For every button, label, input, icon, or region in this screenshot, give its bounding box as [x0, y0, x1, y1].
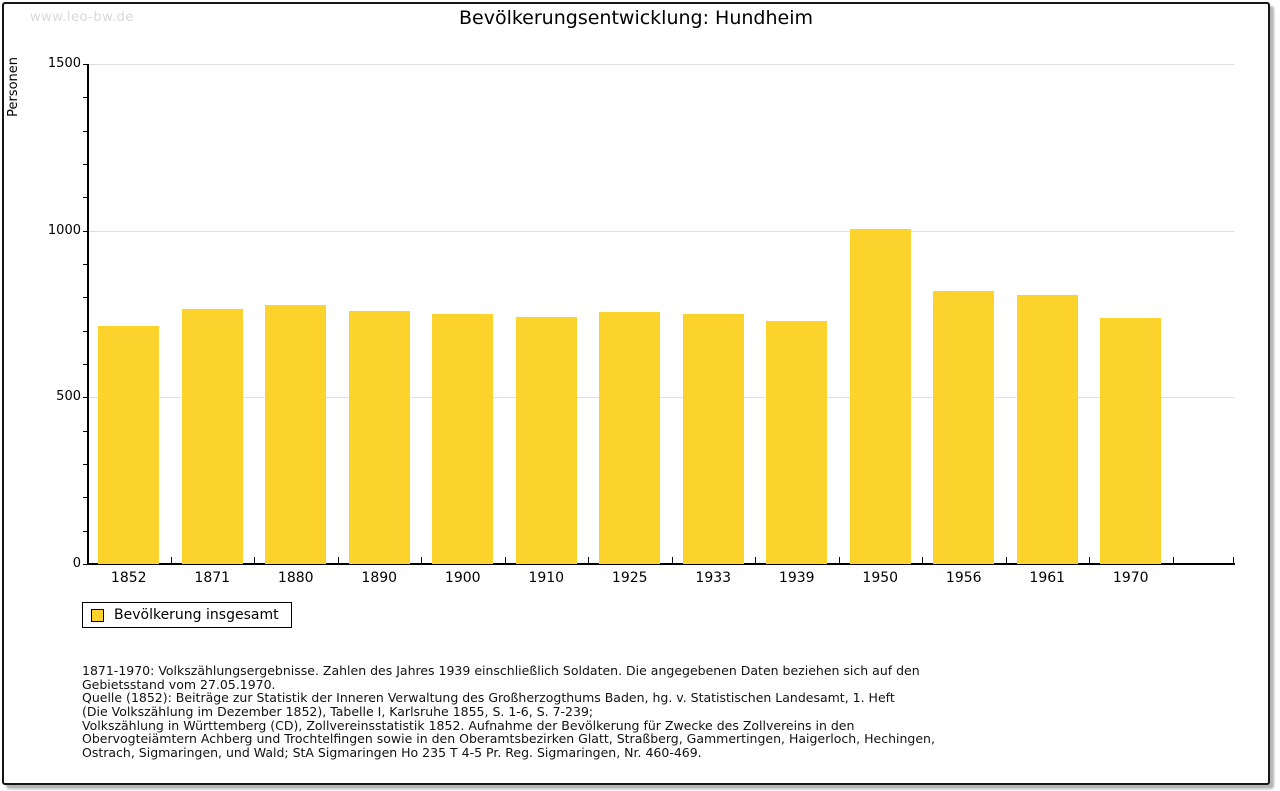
footnote-lines: 1871-1970: Volkszählungsergebnisse. Zahl…	[82, 664, 935, 759]
x-tick-9	[838, 557, 840, 564]
y-axis-label: Personen	[6, 57, 21, 117]
x-tick-10	[922, 557, 923, 564]
x-tick-6	[588, 557, 589, 564]
y-tick-1300	[83, 130, 89, 132]
footnote-line-7: Ostrach, Sigmaringen, und Wald; StA Sigm…	[82, 744, 702, 760]
y-tick-800	[83, 297, 89, 299]
y-tick-1200	[83, 164, 89, 165]
footnote-line-5: Volkszählung in Württemberg (CD), Zollve…	[82, 717, 855, 733]
y-tick-label-0: 0	[72, 556, 81, 571]
x-tick-end	[1233, 557, 1234, 564]
bar-1910	[515, 317, 577, 564]
legend: Bevölkerung insgesamt	[82, 602, 292, 628]
x-tick-label-1880: 1880	[277, 570, 314, 586]
gridline-1500	[89, 64, 1234, 65]
x-tick-label-1900: 1900	[444, 570, 481, 586]
bar-1871	[181, 309, 243, 564]
x-tick-13	[1172, 557, 1174, 564]
gridline-500	[89, 397, 1234, 399]
x-tick-label-1956: 1956	[945, 570, 982, 586]
x-tick-label-1910: 1910	[528, 570, 565, 586]
footnote-line-4: (Die Volkszählung im Dezember 1852), Tab…	[82, 703, 594, 719]
x-tick-8	[755, 557, 756, 564]
footnote-line-6: Obervogteiämtern Achberg und Trochtelfin…	[82, 731, 935, 747]
x-tick-label-1890: 1890	[361, 570, 398, 586]
bar-1933	[682, 314, 744, 564]
x-tick-1	[170, 557, 172, 564]
y-tick-1000	[83, 230, 89, 232]
y-tick-900	[83, 264, 89, 265]
chart-title: Bevölkerungsentwicklung: Hundheim	[458, 7, 813, 29]
y-tick-300	[83, 464, 89, 465]
x-tick-5	[504, 557, 506, 564]
y-axis-line	[87, 64, 89, 565]
x-tick-label-1871: 1871	[194, 570, 231, 586]
footnote-line-3: Quelle (1852): Beiträge zur Statistik de…	[82, 690, 895, 706]
bar-1961	[1016, 295, 1078, 564]
y-tick-500	[83, 397, 89, 399]
y-tick-600	[83, 364, 89, 365]
y-tick-0	[83, 564, 89, 565]
y-tick-400	[83, 430, 89, 432]
watermark: www.leo-bw.de	[30, 10, 134, 25]
bar-1970	[1100, 318, 1162, 564]
footnotes: 1871-1970: Volkszählungsergebnisse. Zahl…	[82, 637, 935, 783]
y-tick-label-1000: 1000	[47, 222, 81, 238]
footnote-line-2: Gebietsstand vom 27.05.1970.	[82, 676, 276, 692]
x-tick-label-1852: 1852	[110, 570, 147, 586]
y-tick-700	[83, 330, 89, 332]
y-tick-label-1500: 1500	[47, 56, 81, 71]
x-tick-label-1939: 1939	[778, 570, 815, 586]
x-tick-label-1961: 1961	[1029, 570, 1066, 586]
x-tick-3	[337, 557, 339, 564]
y-tick-100	[83, 530, 89, 532]
x-tick-label-1933: 1933	[695, 570, 732, 586]
x-tick-label-1970: 1970	[1112, 570, 1149, 586]
x-tick-11	[1005, 557, 1007, 564]
footnote-line-1: 1871-1970: Volkszählungsergebnisse. Zahl…	[82, 663, 920, 679]
bar-chart: Personen 0 500 1000 1500 1852 1871 1880 1890 190…	[4, 4, 1268, 783]
y-tick-200	[83, 497, 89, 499]
y-tick-1500	[83, 64, 89, 65]
y-tick-1400	[83, 97, 89, 99]
y-tick-label-500: 500	[56, 389, 81, 405]
x-tick-label-1950: 1950	[862, 570, 899, 586]
x-tick-label-1925: 1925	[611, 570, 648, 586]
bar-1852	[98, 326, 160, 564]
gridline-1000	[89, 230, 1234, 232]
bar-1950	[849, 229, 911, 564]
bar-1925	[599, 311, 661, 564]
bar-1956	[933, 291, 995, 564]
bar-1890	[348, 311, 410, 564]
legend-swatch	[91, 608, 104, 622]
x-tick-2	[254, 557, 255, 564]
y-tick-1100	[83, 197, 89, 199]
bar-1939	[766, 321, 828, 564]
legend-label: Bevölkerung insgesamt	[114, 607, 279, 623]
x-tick-12	[1089, 557, 1090, 564]
x-axis-line	[87, 563, 1235, 565]
bar-1880	[265, 304, 327, 564]
x-tick-7	[671, 557, 673, 564]
x-tick-4	[421, 557, 422, 564]
bar-1900	[432, 314, 494, 564]
